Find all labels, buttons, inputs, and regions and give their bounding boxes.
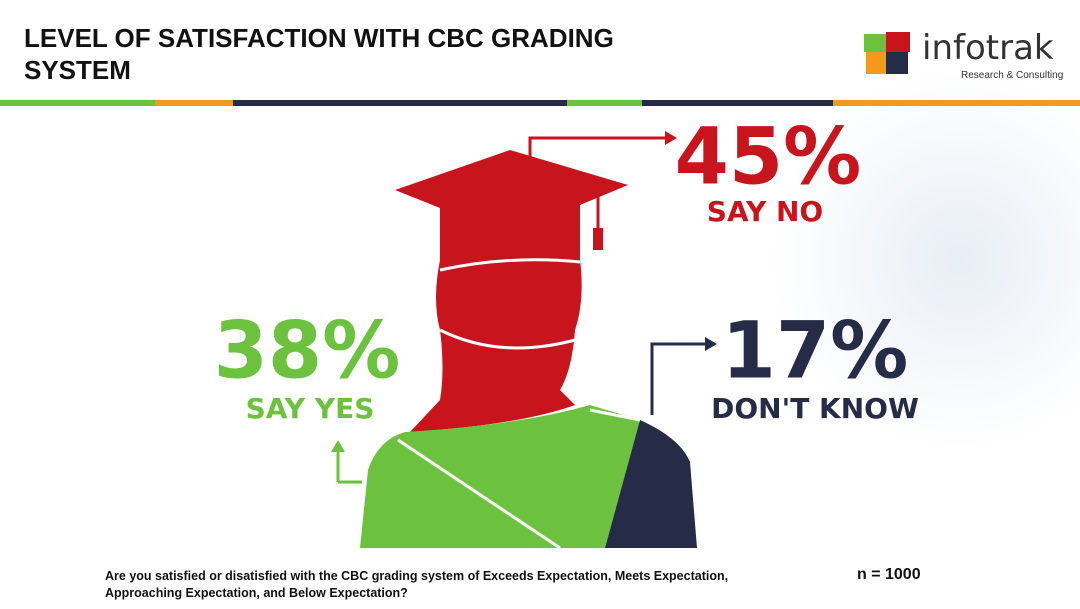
value-label: 38% [214, 306, 401, 396]
value-label: 17% [722, 306, 909, 396]
jaw-line [439, 328, 576, 350]
pointer-head [705, 337, 717, 351]
brand-tagline: Research & Consulting [961, 70, 1064, 81]
chart-title: LEVEL OF SATISFACTION WITH CBC GRADING S… [24, 23, 614, 85]
brand-name: infotrak [922, 28, 1054, 68]
pointer-line [650, 342, 705, 415]
divider-stripe [0, 100, 1080, 106]
sash-line [397, 408, 641, 550]
pointer-head [331, 440, 345, 452]
pointer-line [336, 450, 362, 484]
pointer-head [665, 131, 677, 145]
tassel-end [593, 228, 603, 250]
figure-region [395, 150, 628, 432]
category-label: DON'T KNOW [711, 392, 919, 425]
sample-size: n = 1000 [857, 566, 921, 583]
figure-region [605, 420, 697, 548]
figure-region [360, 405, 640, 548]
question: Are you satisfied or disatisfied with th… [105, 569, 729, 600]
category-label: SAY NO [707, 195, 823, 228]
infographic: 45%SAY NO 38%SAY YES 17%DON'T KNOW [0, 100, 1080, 550]
category-label: SAY YES [246, 392, 375, 425]
value-label: 45% [675, 112, 862, 202]
cap-band-line [439, 258, 581, 272]
logo-icon [864, 32, 910, 74]
pointer-line [528, 136, 665, 200]
